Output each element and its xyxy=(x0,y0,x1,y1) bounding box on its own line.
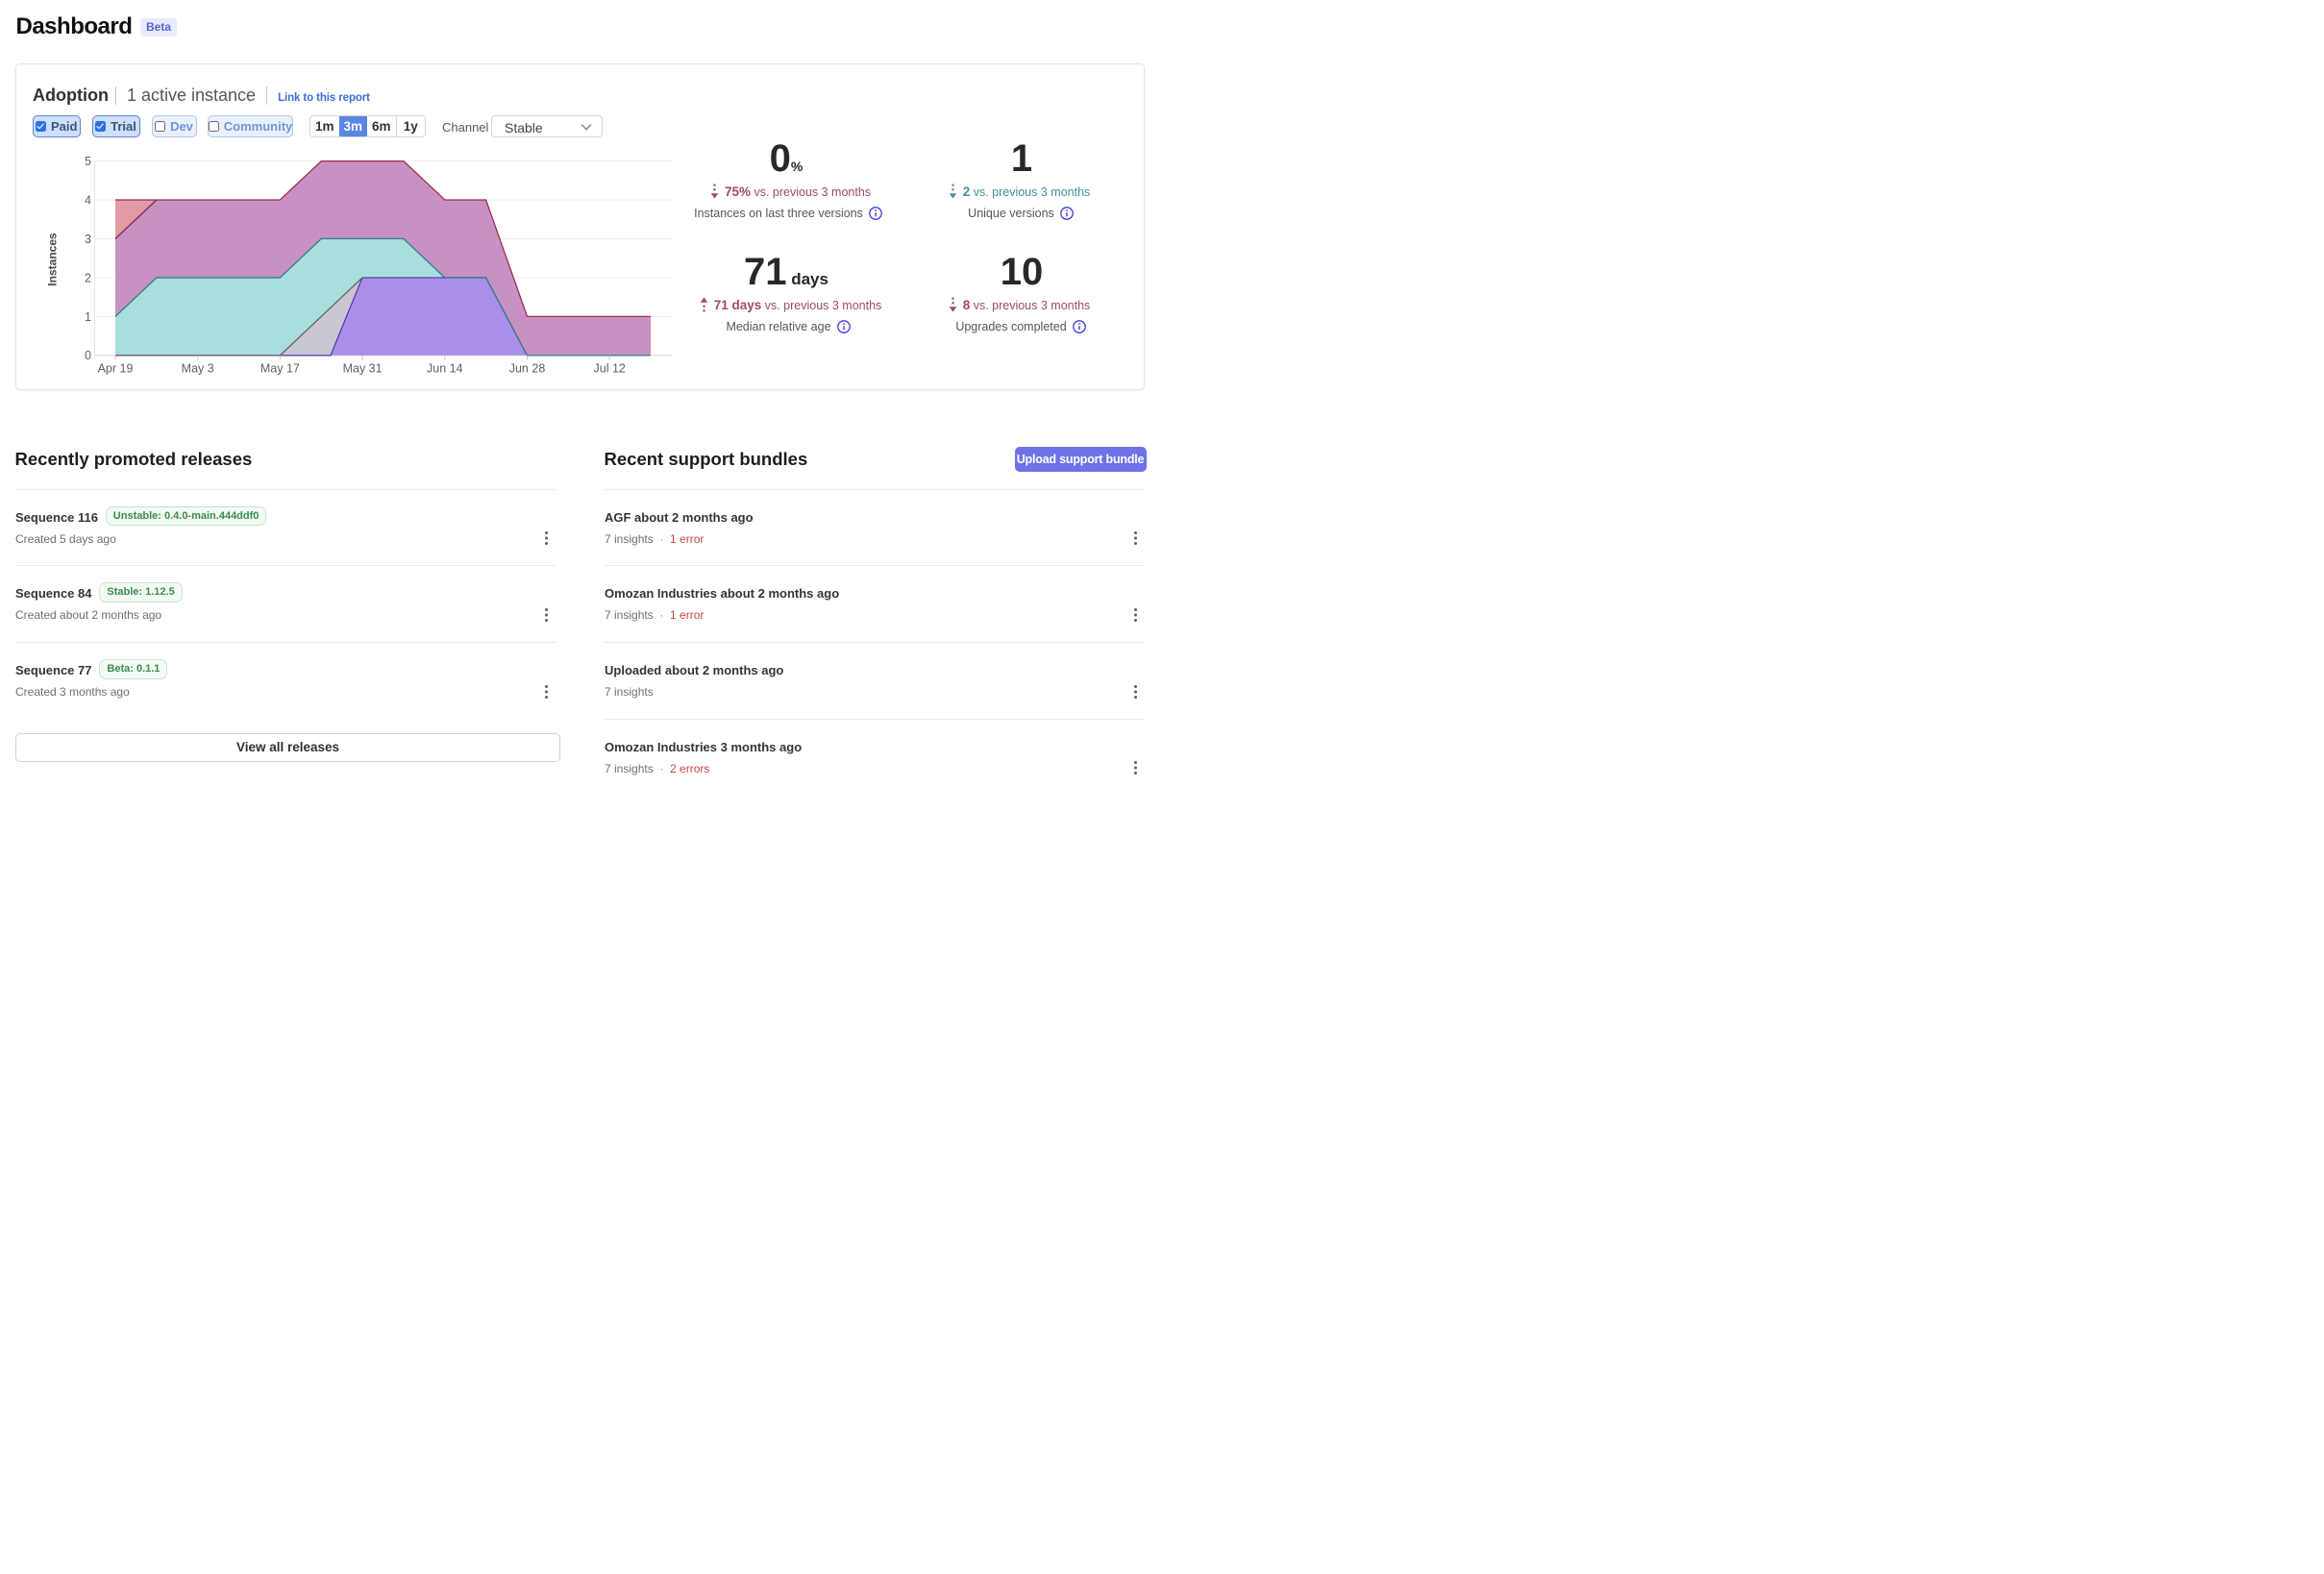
svg-text:May 3: May 3 xyxy=(182,362,214,376)
svg-text:1: 1 xyxy=(85,310,91,324)
svg-text:2: 2 xyxy=(85,271,91,284)
svg-text:Apr 19: Apr 19 xyxy=(98,362,134,376)
svg-text:4: 4 xyxy=(85,193,91,207)
svg-text:Jun 28: Jun 28 xyxy=(509,362,546,376)
svg-text:May 17: May 17 xyxy=(260,362,300,376)
svg-text:5: 5 xyxy=(85,155,91,168)
svg-text:Jun 14: Jun 14 xyxy=(427,362,463,376)
svg-text:May 31: May 31 xyxy=(343,362,383,376)
svg-text:Jul 12: Jul 12 xyxy=(594,362,626,376)
svg-text:0: 0 xyxy=(85,349,91,362)
svg-text:3: 3 xyxy=(85,233,91,246)
svg-text:Instances: Instances xyxy=(46,233,60,286)
